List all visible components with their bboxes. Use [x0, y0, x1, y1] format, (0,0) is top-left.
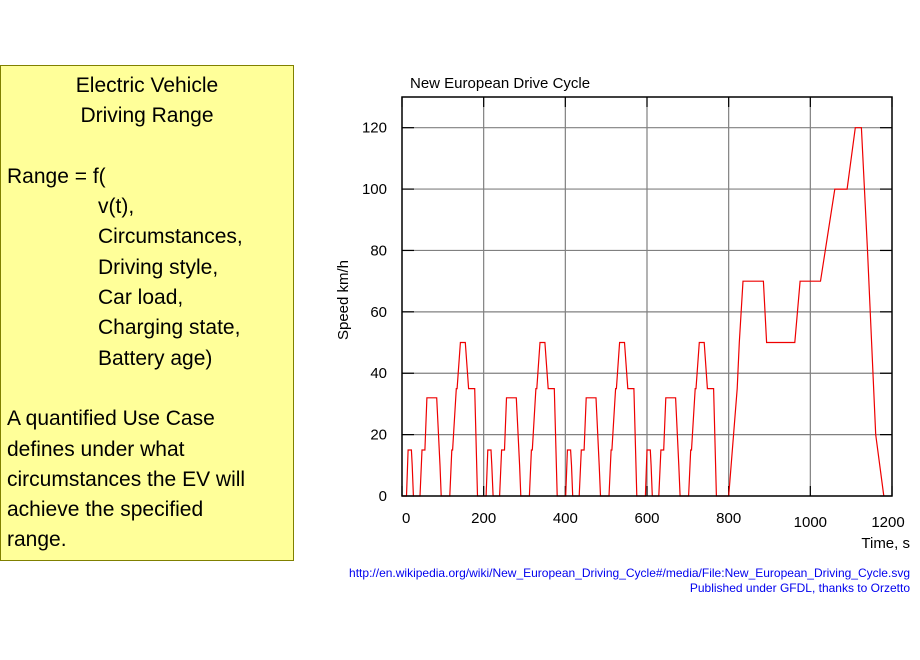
nedc-chart: New European Drive Cycle 0 20 40 60 80 100 120… [335, 75, 910, 552]
paragraph-line: circumstances the EV will [7, 467, 246, 491]
x-tick-label: 800 [716, 510, 741, 527]
formula-arg-charging-state: Charging state, [98, 316, 241, 340]
attribution-text: Published under GFDL, thanks to Orzetto [689, 581, 910, 595]
ev-range-textbox: Electric Vehicle Driving Range Range = f… [0, 65, 294, 561]
x-axis-label: Time, s [861, 535, 910, 552]
plot-frame [401, 96, 893, 497]
paragraph-line: A quantified Use Case [7, 407, 215, 431]
formula-arg-driving-style: Driving style, [98, 255, 219, 279]
chart-title: New European Drive Cycle [410, 75, 590, 92]
y-tick-label: 80 [370, 242, 387, 259]
x-tick-label: 0 [402, 510, 410, 527]
y-axis-label: Speed km/h [335, 260, 352, 340]
formula-head: Range = f( [7, 164, 106, 188]
title-line-1: Electric Vehicle [75, 74, 219, 97]
paragraph-line: range. [7, 528, 67, 552]
paragraph-line: defines under what [7, 437, 185, 461]
y-tick-label: 60 [370, 304, 387, 321]
chart-grid [402, 97, 892, 496]
formula-arg-velocity: v(t), [98, 195, 135, 219]
formula-arg-circumstances: Circumstances, [98, 225, 243, 249]
paragraph-line: achieve the specified [7, 498, 204, 522]
x-tick-label: 1000 [794, 514, 827, 531]
title-line-2: Driving Range [80, 104, 214, 128]
y-tick-label: 0 [379, 488, 387, 505]
textbox-title: Electric Vehicle Driving Range [1, 71, 293, 132]
x-tick-label: 1200 [871, 514, 904, 531]
y-tick-label: 100 [362, 181, 387, 198]
x-tick-label: 600 [634, 510, 659, 527]
speed-series-line [402, 127, 885, 497]
x-tick-label: 400 [553, 510, 578, 527]
source-url-link[interactable]: http://en.wikipedia.org/wiki/New_Europea… [349, 566, 910, 580]
x-tick-label: 200 [471, 510, 496, 527]
y-tick-label: 40 [370, 365, 387, 382]
x-axis-ticks: 0 200 400 600 800 1000 1200 [401, 97, 905, 531]
y-tick-label: 120 [362, 120, 387, 137]
formula-arg-car-load: Car load, [98, 286, 184, 310]
y-tick-label: 20 [370, 427, 387, 444]
formula-arg-battery-age: Battery age) [98, 346, 213, 370]
